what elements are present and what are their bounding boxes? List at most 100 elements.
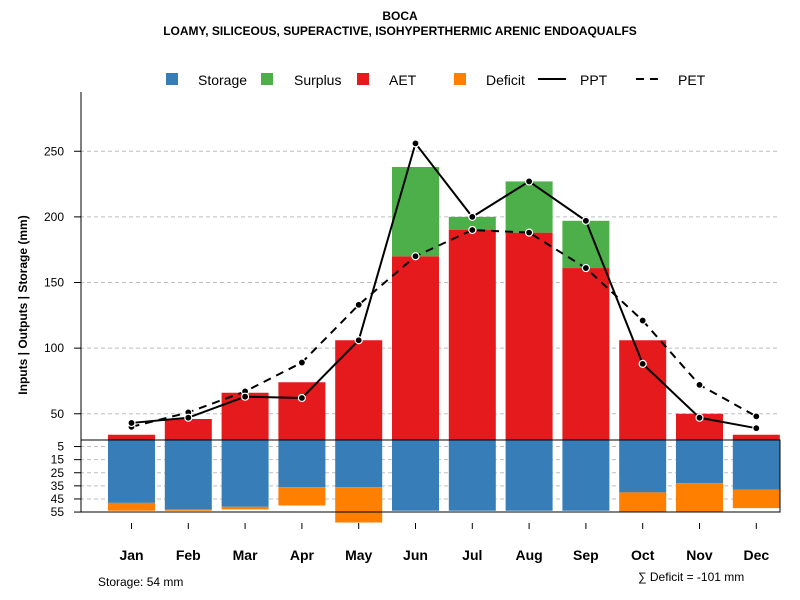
storage-bar: [108, 440, 155, 503]
surplus-bar: [448, 216, 496, 230]
x-tick-label: Jan: [119, 547, 143, 563]
surplus-bar: [392, 167, 439, 257]
aet-bar: [392, 256, 439, 440]
ppt-point: [468, 212, 477, 221]
pet-point: [411, 252, 420, 261]
x-tick-label: Sep: [573, 547, 599, 563]
aet-bar: [619, 340, 667, 440]
ppt-point: [241, 392, 250, 401]
ppt-point: [752, 424, 761, 433]
y-tick-label-upper: 100: [44, 341, 64, 355]
deficit-bar: [164, 509, 212, 511]
deficit-bar: [619, 492, 667, 513]
x-tick-label: Feb: [176, 547, 201, 563]
ppt-point: [638, 359, 647, 368]
x-tick-label: Apr: [290, 547, 315, 563]
ppt-point: [524, 177, 534, 186]
y-tick-label-upper: 150: [44, 276, 64, 290]
aet-bar: [505, 232, 553, 440]
deficit-bar: [278, 487, 326, 506]
legend-label-deficit: Deficit: [486, 72, 525, 88]
x-tick-label: Aug: [515, 547, 542, 563]
y-tick-label-lower: 35: [51, 479, 65, 493]
legend-label-aet: AET: [389, 72, 417, 88]
x-tick-label: Jun: [403, 547, 428, 563]
y-tick-label-upper: 200: [44, 210, 64, 224]
x-tick-label: May: [345, 547, 372, 563]
chart-subtitle: LOAMY, SILICEOUS, SUPERACTIVE, ISOHYPERT…: [163, 24, 637, 38]
ppt-point: [184, 413, 193, 422]
storage-bar: [221, 440, 269, 507]
chart-title: BOCA: [382, 9, 418, 23]
y-tick-label-lower: 55: [51, 505, 65, 519]
aet-bar: [164, 419, 212, 440]
pet-point: [524, 228, 534, 237]
deficit-bar: [335, 487, 383, 523]
y-tick-label-upper: 50: [51, 407, 65, 421]
x-tick-label: Nov: [686, 547, 713, 563]
legend-swatch-deficit: [454, 73, 466, 85]
legend-label-surplus: Surplus: [294, 72, 341, 88]
legend: Storage Surplus AET Deficit PPT PET: [166, 72, 706, 88]
legend-swatch-storage: [166, 73, 178, 85]
legend-label-storage: Storage: [198, 72, 247, 88]
deficit-total-label: ∑ Deficit = -101 mm: [638, 570, 745, 584]
aet-bar: [732, 434, 780, 440]
x-tick-label: Dec: [743, 547, 769, 563]
ppt-point: [411, 139, 420, 148]
ppt-point: [354, 336, 363, 345]
lower-bars: [108, 440, 780, 523]
y-tick-label-lower: 5: [57, 440, 64, 454]
x-tick-label: Jul: [462, 547, 482, 563]
storage-bar: [335, 440, 383, 488]
deficit-bar: [108, 502, 155, 511]
deficit-bar: [676, 483, 723, 513]
pet-point: [752, 412, 761, 421]
deficit-bar: [221, 506, 269, 510]
aet-bar: [278, 382, 326, 440]
aet-bar: [108, 434, 155, 440]
storage-capacity-label: Storage: 54 mm: [98, 575, 184, 589]
lower-panel-frame: [80, 439, 781, 513]
legend-swatch-surplus: [261, 73, 273, 85]
aet-bar: [562, 268, 610, 440]
pet-point: [354, 300, 363, 309]
deficit-bar: [732, 489, 780, 509]
storage-bar: [392, 440, 439, 511]
pet-point: [638, 316, 647, 325]
series-lines: [127, 139, 761, 433]
aet-bar: [448, 230, 496, 440]
pet-point: [695, 380, 704, 389]
pet-line: [131, 228, 757, 428]
y-axis-label: Inputs | Outputs | Storage (mm): [16, 215, 30, 394]
storage-bar: [732, 440, 780, 490]
storage-bar: [619, 440, 667, 493]
aet-bar: [335, 340, 383, 440]
x-tick-label: Oct: [631, 547, 655, 563]
y-tick-label-lower: 25: [51, 466, 65, 480]
legend-swatch-aet: [357, 73, 369, 85]
storage-bar: [562, 440, 610, 511]
y-tick-label-lower: 45: [51, 492, 65, 506]
y-tick-label-lower: 15: [51, 453, 65, 467]
ppt-point: [695, 413, 704, 422]
storage-bar: [278, 440, 326, 488]
pet-point: [468, 225, 477, 235]
ppt-point: [581, 216, 591, 225]
ppt-line: [131, 141, 757, 430]
pet-point: [581, 263, 591, 273]
upper-bars: [108, 167, 780, 440]
y-tick-label-upper: 250: [44, 144, 64, 158]
surplus-bar: [505, 181, 553, 233]
pet-point: [297, 358, 306, 367]
legend-label-ppt: PPT: [580, 72, 608, 88]
storage-bar: [448, 440, 496, 511]
legend-label-pet: PET: [678, 72, 706, 88]
ppt-point: [127, 418, 136, 428]
storage-bar: [676, 440, 723, 484]
ppt-point: [297, 393, 306, 403]
x-tick-label: Mar: [233, 547, 258, 563]
storage-bar: [505, 440, 553, 511]
